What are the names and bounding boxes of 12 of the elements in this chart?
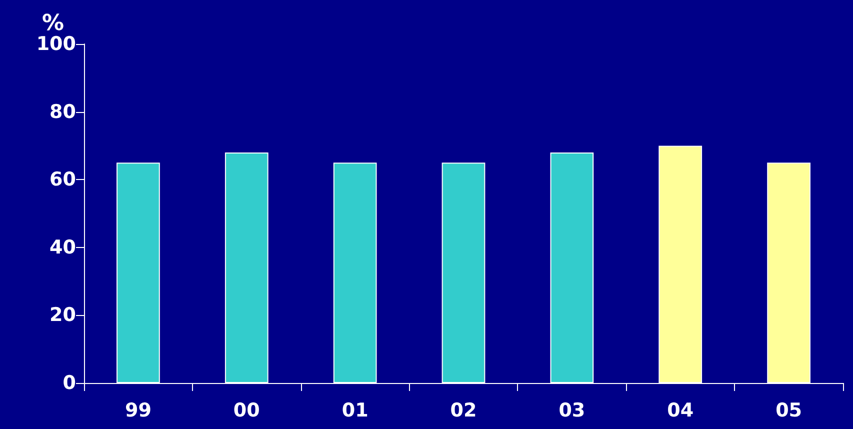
x-tick-label: 00 [233,400,260,422]
y-tick-label: 80 [50,100,76,123]
x-tick-label: 04 [667,400,694,422]
y-tick-label: 40 [50,236,76,258]
y-tick-label: 20 [50,304,76,326]
x-tick-label: 02 [450,400,477,422]
x-tick-label: 99 [124,400,152,422]
x-tick-label: 03 [558,400,586,422]
x-tick-label: 01 [342,400,368,422]
y-tick-label: 60 [50,168,76,191]
x-tick-label: 05 [776,400,802,422]
y-tick-label: 0 [62,372,76,394]
